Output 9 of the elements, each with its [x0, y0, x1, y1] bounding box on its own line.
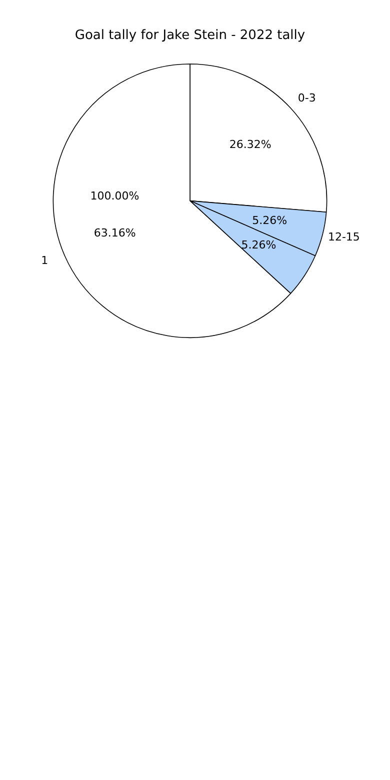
- slice-label: 1: [41, 254, 48, 268]
- data-label: 5.26%: [241, 238, 276, 252]
- slice-label: 12-15: [328, 230, 360, 244]
- data-label: 26.32%: [229, 138, 272, 152]
- slice-label: 0-3: [298, 92, 316, 105]
- chart-title: Goal tally for Jake Stein - 2022 tally: [74, 28, 306, 44]
- data-label: 63.16%: [94, 226, 136, 240]
- text: 100.00%: [90, 190, 140, 203]
- data-label: 5.26%: [252, 214, 288, 227]
